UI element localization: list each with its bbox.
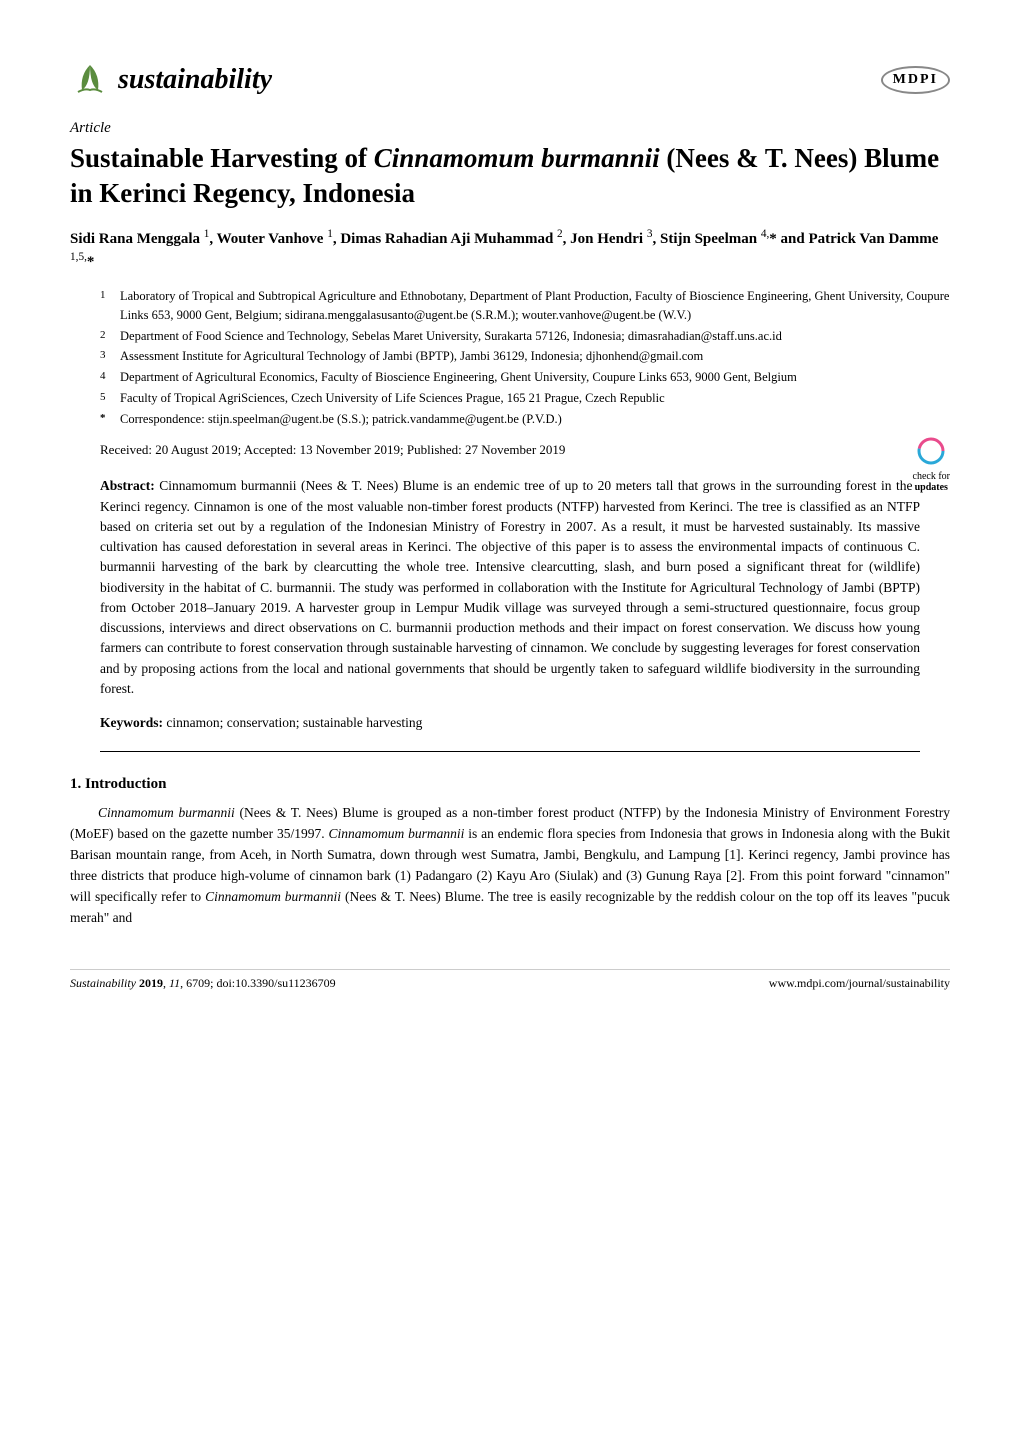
affiliation-4: 4 Department of Agricultural Economics, … — [100, 368, 950, 387]
aff-text: Assessment Institute for Agricultural Te… — [120, 347, 703, 366]
footer-right: www.mdpi.com/journal/sustainability — [769, 976, 950, 991]
leaf-icon — [70, 60, 110, 100]
affiliation-5: 5 Faculty of Tropical AgriSciences, Czec… — [100, 389, 950, 408]
check-updates-label-top: check for — [913, 471, 950, 482]
authors-line: Sidi Rana Menggala 1, Wouter Vanhove 1, … — [70, 227, 950, 273]
keywords-text: cinnamon; conservation; sustainable harv… — [163, 715, 422, 730]
check-updates-icon — [916, 436, 946, 466]
affiliation-1: 1 Laboratory of Tropical and Subtropical… — [100, 287, 950, 325]
article-type: Article — [70, 120, 950, 137]
article-title: Sustainable Harvesting of Cinnamomum bur… — [70, 141, 950, 211]
publisher-logo: MDPI — [881, 66, 950, 94]
aff-num: * — [100, 410, 120, 429]
aff-num: 4 — [100, 368, 120, 387]
journal-logo: sustainability — [70, 60, 272, 100]
affiliation-2: 2 Department of Food Science and Technol… — [100, 327, 950, 346]
title-species: Cinnamomum burmannii — [374, 143, 660, 173]
page-footer: Sustainability 2019, 11, 6709; doi:10.33… — [70, 969, 950, 991]
abstract-text: Cinnamomum burmannii (Nees & T. Nees) Bl… — [100, 478, 920, 696]
aff-text: Department of Agricultural Economics, Fa… — [120, 368, 797, 387]
keywords-label: Keywords: — [100, 715, 163, 730]
body-paragraph: Cinnamomum burmannii (Nees & T. Nees) Bl… — [70, 803, 950, 929]
affiliations-block: 1 Laboratory of Tropical and Subtropical… — [100, 287, 950, 428]
aff-text: Correspondence: stijn.speelman@ugent.be … — [120, 410, 562, 429]
aff-text: Faculty of Tropical AgriSciences, Czech … — [120, 389, 665, 408]
footer-left: Sustainability 2019, 11, 6709; doi:10.33… — [70, 976, 336, 991]
abstract-block: Abstract: Cinnamomum burmannii (Nees & T… — [100, 476, 920, 699]
aff-num: 3 — [100, 347, 120, 366]
aff-text: Laboratory of Tropical and Subtropical A… — [120, 287, 950, 325]
aff-text: Department of Food Science and Technolog… — [120, 327, 782, 346]
section-heading: 1. Introduction — [70, 776, 950, 793]
abstract-label: Abstract: — [100, 478, 155, 493]
journal-name: sustainability — [118, 64, 272, 96]
page-header: sustainability MDPI — [70, 60, 950, 100]
divider — [100, 751, 920, 752]
check-updates-label-bottom: updates — [913, 482, 950, 493]
check-updates-badge[interactable]: check for updates — [913, 436, 950, 493]
keywords-block: Keywords: cinnamon; conservation; sustai… — [100, 715, 920, 731]
affiliation-3: 3 Assessment Institute for Agricultural … — [100, 347, 950, 366]
aff-num: 1 — [100, 287, 120, 325]
affiliation-correspondence: * Correspondence: stijn.speelman@ugent.b… — [100, 410, 950, 429]
publication-dates: Received: 20 August 2019; Accepted: 13 N… — [100, 442, 950, 458]
publisher-name: MDPI — [893, 72, 938, 88]
aff-num: 2 — [100, 327, 120, 346]
title-pre: Sustainable Harvesting of — [70, 143, 374, 173]
aff-num: 5 — [100, 389, 120, 408]
